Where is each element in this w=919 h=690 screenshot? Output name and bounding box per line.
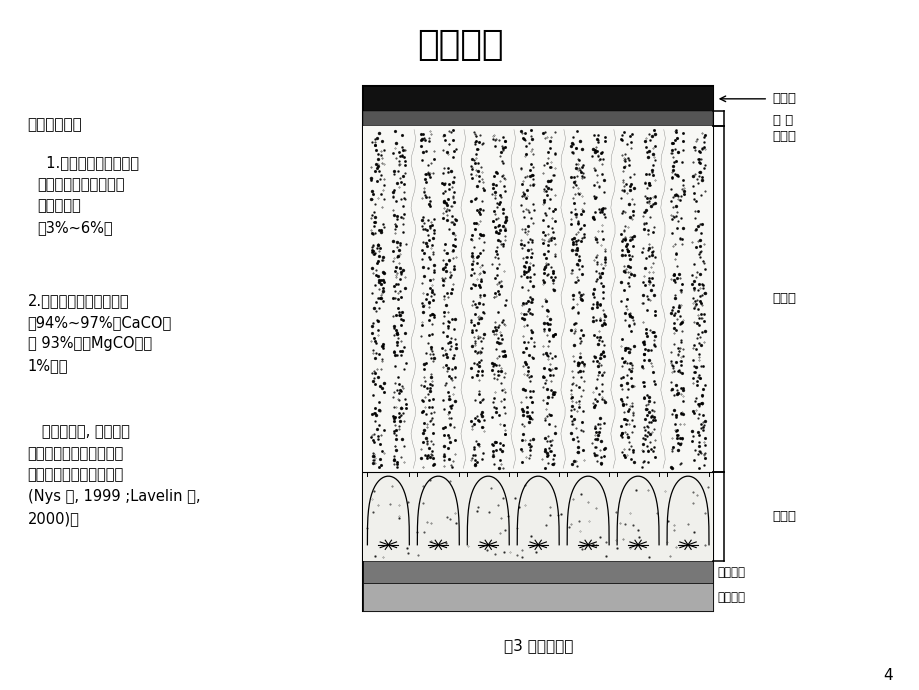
Text: 图3 蛋壳的结构: 图3 蛋壳的结构 [503,638,573,653]
Bar [363,126,712,472]
Text: ）内壳膜: ）内壳膜 [717,591,744,604]
Bar [363,583,712,611]
Bar [363,472,712,561]
Bar [363,111,712,126]
Bar [363,561,712,583]
Text: 2.无机部分由碳酸钙组成
（94%~97%）CaCO（
约 93%）、MgCO（约
1%）；: 2.无机部分由碳酸钙组成 （94%~97%）CaCO（ 约 93%）、MgCO（… [28,293,172,373]
Text: 油质层: 油质层 [772,92,796,106]
Text: 栅栏层: 栅栏层 [772,293,796,306]
Text: 蛋壳的组成：: 蛋壳的组成： [28,117,83,132]
Bar [363,86,712,611]
Text: 1.有机基质：蛋壳膜、
乳头状核心、蛋壳基质
和油质层；
（3%~6%）: 1.有机基质：蛋壳膜、 乳头状核心、蛋壳基质 和油质层； （3%~6%） [37,155,139,235]
Text: 乳头层: 乳头层 [772,510,796,523]
Text: ）外壳膜: ）外壳膜 [717,566,744,579]
Text: 蛋壳结构: 蛋壳结构 [416,28,503,61]
Text: 表 面
晶体层: 表 面 晶体层 [772,114,796,143]
Text: 4: 4 [882,668,891,683]
Text: 有证据表明, 是有机基
质的形成决定着蛋壳的形
成速度和蛋壳形成的完成
(Nys 等, 1999 ;Lavelin 等,
2000)。: 有证据表明, 是有机基 质的形成决定着蛋壳的形 成速度和蛋壳形成的完成 (Nys… [28,424,200,526]
Bar [363,86,712,111]
